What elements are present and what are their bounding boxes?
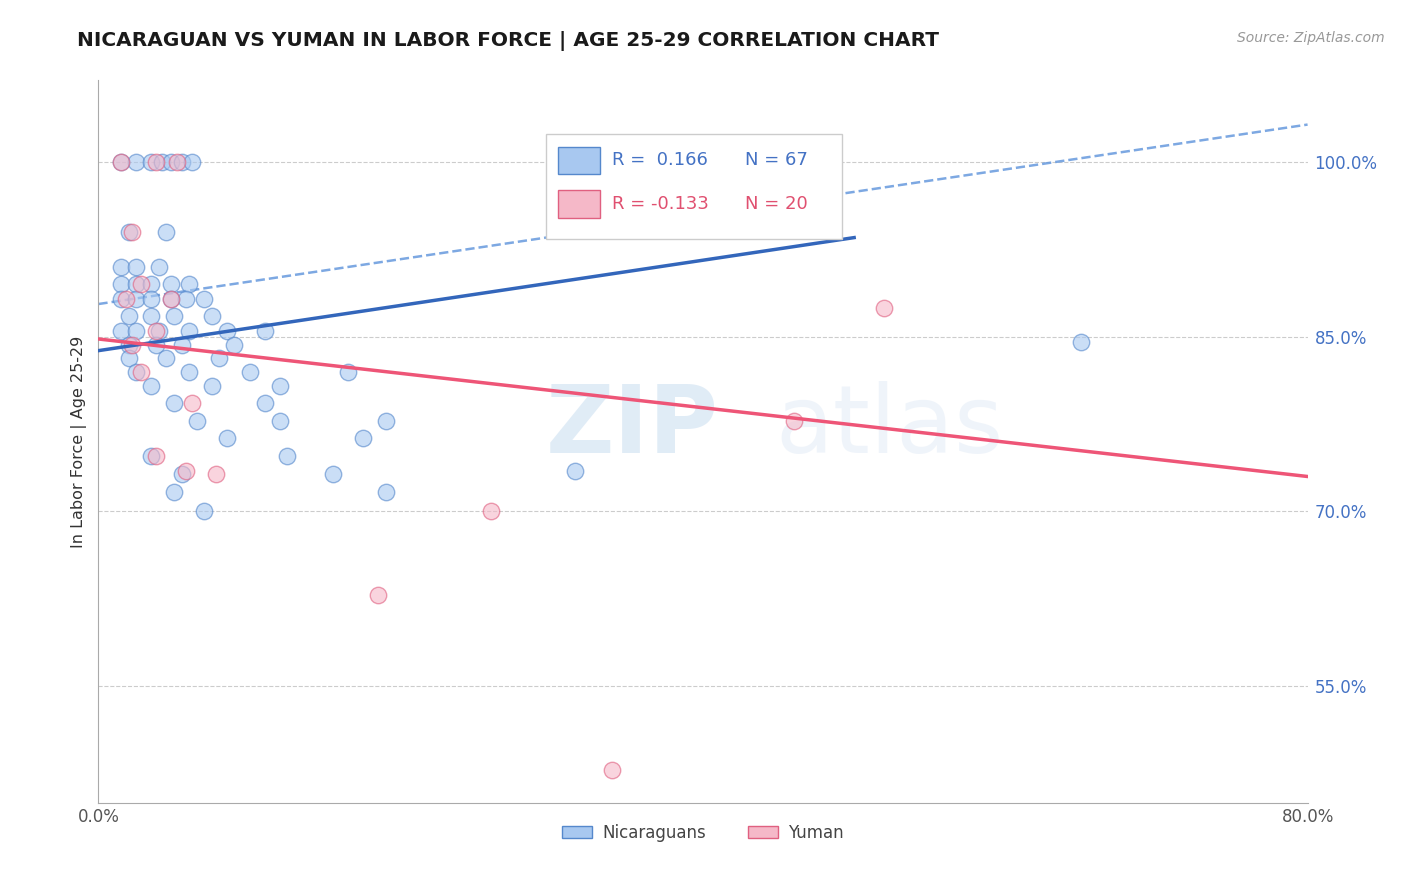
Point <box>179 277 201 292</box>
Point <box>110 324 132 338</box>
Point <box>269 413 291 427</box>
Point <box>125 277 148 292</box>
Point <box>239 365 262 379</box>
Point <box>174 293 197 307</box>
Point <box>174 464 197 478</box>
Point <box>193 293 215 307</box>
Point <box>141 277 163 292</box>
Point <box>352 431 374 445</box>
Point <box>253 324 276 338</box>
Text: atlas: atlas <box>776 381 1004 473</box>
Point <box>201 378 224 392</box>
Point <box>160 154 183 169</box>
Point <box>110 154 132 169</box>
Text: NICARAGUAN VS YUMAN IN LABOR FORCE | AGE 25-29 CORRELATION CHART: NICARAGUAN VS YUMAN IN LABOR FORCE | AGE… <box>77 31 939 51</box>
Point <box>110 293 132 307</box>
Point <box>141 293 163 307</box>
Point <box>186 413 208 427</box>
Point <box>110 260 132 274</box>
Point <box>1070 335 1092 350</box>
FancyBboxPatch shape <box>558 190 600 218</box>
Point <box>166 154 188 169</box>
Text: N = 20: N = 20 <box>745 194 808 213</box>
Point <box>253 396 276 410</box>
Point <box>374 484 396 499</box>
Point <box>322 467 344 482</box>
Point <box>129 277 152 292</box>
Point <box>118 351 141 365</box>
Point <box>208 351 231 365</box>
Point <box>181 154 204 169</box>
Point <box>336 365 359 379</box>
Point <box>145 324 167 338</box>
Point <box>170 467 193 482</box>
Point <box>193 504 215 518</box>
Point <box>141 378 163 392</box>
Point <box>145 338 167 352</box>
Point <box>481 504 503 518</box>
Point <box>110 154 132 169</box>
Point <box>145 154 167 169</box>
Point <box>602 763 624 777</box>
Point <box>141 309 163 323</box>
Point <box>125 365 148 379</box>
Point <box>205 467 228 482</box>
Text: Source: ZipAtlas.com: Source: ZipAtlas.com <box>1237 31 1385 45</box>
Text: ZIP: ZIP <box>546 381 718 473</box>
Point <box>125 293 148 307</box>
Point <box>118 309 141 323</box>
Point <box>121 338 143 352</box>
Point <box>114 293 136 307</box>
FancyBboxPatch shape <box>558 147 600 174</box>
Point <box>224 338 246 352</box>
Point <box>163 309 186 323</box>
Point <box>170 338 193 352</box>
Point <box>276 449 298 463</box>
Point <box>129 365 152 379</box>
Point <box>160 293 183 307</box>
Point <box>150 154 173 169</box>
Point <box>145 449 167 463</box>
Point <box>110 277 132 292</box>
Point <box>269 378 291 392</box>
Text: N = 67: N = 67 <box>745 152 808 169</box>
Point <box>873 301 896 315</box>
Point <box>215 324 238 338</box>
Point <box>160 293 183 307</box>
Point <box>141 154 163 169</box>
Text: R =  0.166: R = 0.166 <box>613 152 709 169</box>
Point <box>163 484 186 499</box>
Point <box>125 260 148 274</box>
Point <box>160 277 183 292</box>
Point <box>121 225 143 239</box>
Text: R = -0.133: R = -0.133 <box>613 194 709 213</box>
FancyBboxPatch shape <box>546 135 842 239</box>
Point <box>374 413 396 427</box>
Point <box>155 351 177 365</box>
Legend: Nicaraguans, Yuman: Nicaraguans, Yuman <box>555 817 851 848</box>
Point <box>118 338 141 352</box>
Point <box>155 225 177 239</box>
Point <box>215 431 238 445</box>
Point <box>170 154 193 169</box>
Point <box>181 396 204 410</box>
Point <box>201 309 224 323</box>
Point <box>148 260 170 274</box>
Point <box>179 365 201 379</box>
Point <box>179 324 201 338</box>
Y-axis label: In Labor Force | Age 25-29: In Labor Force | Age 25-29 <box>72 335 87 548</box>
Point <box>564 464 586 478</box>
Point <box>367 588 389 602</box>
Point <box>118 225 141 239</box>
Point <box>125 154 148 169</box>
Point <box>163 396 186 410</box>
Point <box>783 413 806 427</box>
Point <box>148 324 170 338</box>
Point <box>125 324 148 338</box>
Point <box>141 449 163 463</box>
